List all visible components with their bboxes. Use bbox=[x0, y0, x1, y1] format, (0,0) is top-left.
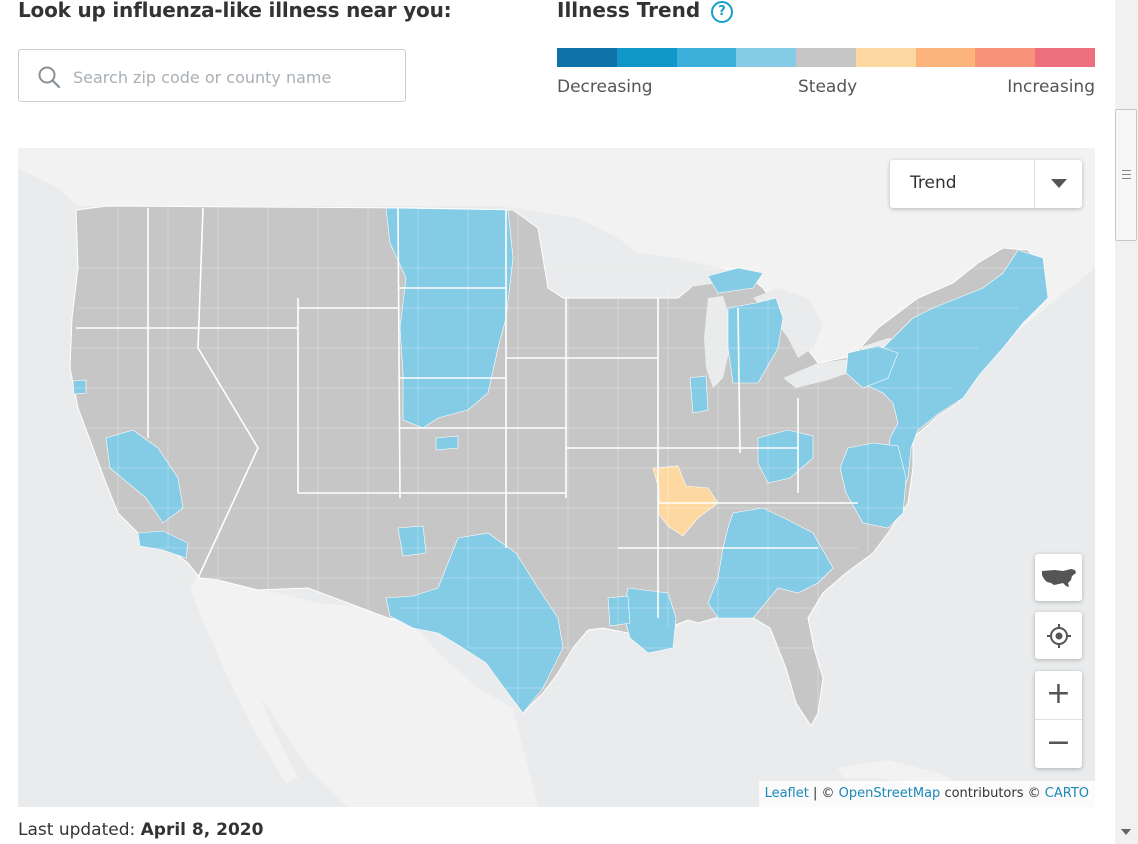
last-updated: Last updated: April 8, 2020 bbox=[18, 820, 263, 840]
scroll-down-arrow-icon[interactable] bbox=[1121, 829, 1131, 835]
map[interactable]: Trend + − Leaflet | © OpenStreetMap cont… bbox=[18, 148, 1095, 807]
last-updated-date: April 8, 2020 bbox=[140, 820, 264, 840]
layer-select-divider bbox=[1034, 160, 1035, 208]
zoom-out-button[interactable]: − bbox=[1045, 725, 1072, 760]
search-icon bbox=[38, 66, 61, 89]
lake-michigan bbox=[704, 296, 730, 388]
decreasing-region-virginia[interactable] bbox=[839, 442, 907, 529]
locate-button[interactable] bbox=[1035, 612, 1082, 659]
zoom-in-button[interactable]: + bbox=[1035, 671, 1082, 720]
legend-swatch-8 bbox=[1035, 48, 1096, 67]
lookup-heading: Look up influenza-like illness near you: bbox=[18, 0, 452, 22]
attribution-separator: | © bbox=[812, 786, 835, 801]
decreasing-region-indiana[interactable] bbox=[689, 375, 709, 414]
legend-swatch-0 bbox=[557, 48, 617, 67]
usa-map-icon bbox=[1041, 568, 1076, 587]
help-circle-icon[interactable]: ? bbox=[711, 1, 733, 23]
decreasing-region-northeast[interactable] bbox=[857, 249, 1049, 504]
scrollbar-grip bbox=[1122, 170, 1131, 171]
us-steady-region[interactable] bbox=[69, 205, 1049, 727]
decreasing-region-california-south[interactable] bbox=[137, 530, 189, 559]
legend-swatch-2 bbox=[676, 48, 737, 67]
decreasing-region-arkansas[interactable] bbox=[607, 595, 631, 627]
last-updated-label: Last updated: bbox=[18, 820, 136, 840]
layer-select-value: Trend bbox=[910, 173, 957, 193]
lake-superior bbox=[598, 253, 738, 290]
scrollbar-grip bbox=[1122, 178, 1131, 179]
baja-land bbox=[190, 578, 298, 783]
legend-label-decreasing: Decreasing bbox=[557, 77, 653, 97]
search-input[interactable] bbox=[71, 62, 395, 92]
legend-labels: Decreasing Steady Increasing bbox=[557, 77, 1095, 99]
leaflet-link[interactable]: Leaflet bbox=[764, 786, 809, 801]
search-box[interactable] bbox=[18, 49, 406, 102]
legend-swatch-4 bbox=[796, 48, 856, 67]
lake-erie bbox=[783, 358, 863, 388]
decreasing-region-north-plains-ext[interactable] bbox=[435, 435, 459, 451]
decreasing-region-california[interactable] bbox=[105, 429, 184, 524]
legend-swatch-5 bbox=[855, 48, 916, 67]
legend-swatch-1 bbox=[616, 48, 677, 67]
legend-swatch-6 bbox=[915, 48, 976, 67]
state-borders bbox=[76, 207, 858, 618]
scrollbar-thumb[interactable] bbox=[1115, 109, 1137, 241]
map-attribution: Leaflet | © OpenStreetMap contributors ©… bbox=[758, 781, 1095, 807]
decreasing-region-southeast[interactable] bbox=[707, 507, 834, 619]
legend-swatch-3 bbox=[736, 48, 797, 67]
decreasing-region-ny-west[interactable] bbox=[845, 345, 899, 389]
legend-color-scale bbox=[557, 48, 1096, 67]
zoom-control: + − bbox=[1035, 671, 1082, 768]
carto-link[interactable]: CARTO bbox=[1044, 786, 1089, 801]
legend-swatch-7 bbox=[975, 48, 1036, 67]
scrollbar-grip bbox=[1122, 174, 1131, 175]
us-view-button[interactable] bbox=[1035, 554, 1082, 601]
decreasing-region-new-mexico-ne[interactable] bbox=[397, 525, 427, 557]
layer-select-dropdown[interactable]: Trend bbox=[890, 160, 1082, 208]
legend-title: Illness Trend bbox=[557, 0, 701, 22]
mexico-land bbox=[198, 578, 538, 807]
chevron-down-icon[interactable] bbox=[1051, 179, 1067, 188]
canada-land bbox=[18, 148, 1095, 368]
attribution-contributors: contributors © bbox=[944, 786, 1041, 801]
legend-label-steady: Steady bbox=[798, 77, 858, 97]
decreasing-region-upper-mi[interactable] bbox=[707, 267, 764, 294]
decreasing-region-oregon-coast[interactable] bbox=[72, 379, 87, 395]
map-basemap[interactable] bbox=[18, 148, 1095, 807]
openstreetmap-link[interactable]: OpenStreetMap bbox=[838, 786, 941, 801]
crosshair-icon bbox=[1046, 623, 1071, 648]
legend-label-increasing: Increasing bbox=[1007, 77, 1095, 97]
